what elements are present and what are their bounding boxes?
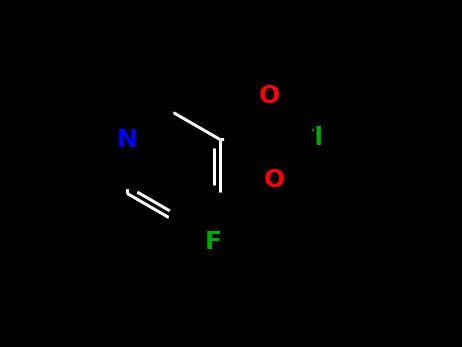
- Text: O: O: [258, 84, 280, 108]
- Text: F: F: [205, 230, 222, 254]
- Text: S: S: [261, 126, 280, 150]
- Text: O: O: [263, 168, 285, 192]
- Text: N: N: [117, 128, 138, 152]
- Text: Cl: Cl: [297, 126, 324, 150]
